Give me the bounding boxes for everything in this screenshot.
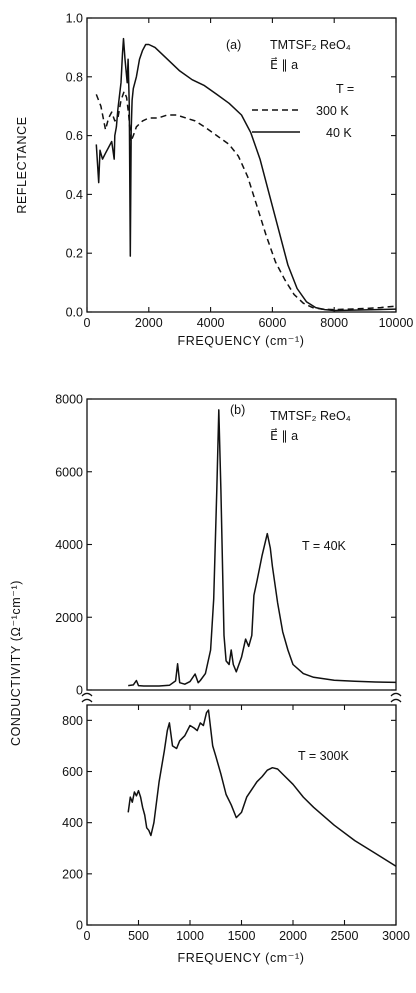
panel-a-compound: TMTSF₂ ReO₄ xyxy=(270,38,351,52)
panel-b-compound: TMTSF₂ ReO₄ xyxy=(270,409,351,423)
conductivity-300k-ytick-label: 800 xyxy=(62,714,83,728)
reflectance-ytick-label: 0.0 xyxy=(66,306,83,320)
reflectance-xtick-label: 8000 xyxy=(320,316,348,330)
conductivity-x-axis-label: FREQUENCY (cm⁻¹) xyxy=(177,951,304,965)
temperature-label-300k: T = 300K xyxy=(298,749,350,763)
legend: T = 300 K 40 K xyxy=(252,82,354,140)
reflectance-plot-frame xyxy=(86,17,397,313)
panel-b-label: (b) xyxy=(230,403,245,417)
reflectance-x-axis-label: FREQUENCY (cm⁻¹) xyxy=(177,334,304,348)
reflectance-panel: 0 2000 4000 6000 8000 10000 0.0 0.2 0.4 0.6 0.8 1.0… xyxy=(15,12,413,349)
conductivity-300k-line xyxy=(127,709,397,867)
reflectance-xtick-label: 2000 xyxy=(135,316,163,330)
series-300k-line xyxy=(95,90,397,311)
conductivity-300k-ytick-label: 600 xyxy=(62,765,83,779)
reflectance-xtick-label: 4000 xyxy=(197,316,225,330)
legend-label-40k: 40 K xyxy=(326,126,352,140)
legend-label-300k: 300 K xyxy=(316,104,349,118)
reflectance-ytick-label: 0.2 xyxy=(66,247,83,261)
temperature-label-40k: T = 40K xyxy=(302,539,347,553)
reflectance-series xyxy=(95,37,397,312)
panel-a-polarization: E⃗ ∥ a xyxy=(270,57,298,72)
conductivity-300k-xtick-label: 3000 xyxy=(382,929,410,943)
conductivity-300k-xtick-label: 0 xyxy=(84,929,91,943)
conductivity-40k-ytick-label: 8000 xyxy=(55,393,83,407)
conductivity-40k-line xyxy=(128,409,397,687)
axis-break-marks xyxy=(81,692,402,703)
reflectance-ytick-label: 0.6 xyxy=(66,129,83,143)
conductivity-series xyxy=(127,409,397,867)
panel-a-label: (a) xyxy=(226,38,241,52)
conductivity-upper-frame xyxy=(86,398,397,691)
conductivity-40k-ytick-label: 4000 xyxy=(55,538,83,552)
conductivity-300k-xtick-label: 2000 xyxy=(279,929,307,943)
reflectance-xtick-label: 10000 xyxy=(379,316,414,330)
reflectance-xtick-label: 6000 xyxy=(258,316,286,330)
conductivity-y-axis-label: CONDUCTIVITY (Ω⁻¹cm⁻¹) xyxy=(9,580,23,746)
conductivity-40k-ytick-label: 6000 xyxy=(55,465,83,479)
conductivity-300k-xtick-label: 500 xyxy=(128,929,149,943)
conductivity-300k-ytick-label: 200 xyxy=(62,867,83,881)
reflectance-ytick-label: 1.0 xyxy=(66,12,83,26)
reflectance-xtick-label: 0 xyxy=(84,316,91,330)
legend-title: T = xyxy=(336,82,354,96)
series-40k-line xyxy=(95,37,397,312)
conductivity-40k-ytick-label: 2000 xyxy=(55,611,83,625)
reflectance-ytick-label: 0.8 xyxy=(66,70,83,84)
conductivity-300k-xtick-label: 1000 xyxy=(176,929,204,943)
conductivity-300k-xtick-label: 2500 xyxy=(331,929,359,943)
reflectance-axis-ticks: 0 2000 4000 6000 8000 10000 0.0 0.2 0.4 0.6 0.8 1.0 xyxy=(66,12,414,331)
conductivity-300k-ytick-label: 0 xyxy=(76,919,83,933)
conductivity-lower-frame xyxy=(86,704,397,926)
conductivity-300k-xtick-label: 1500 xyxy=(228,929,256,943)
panel-b-polarization: E⃗ ∥ a xyxy=(270,428,298,443)
reflectance-ytick-label: 0.4 xyxy=(66,188,83,202)
conductivity-40k-ytick-label: 0 xyxy=(76,684,83,698)
reflectance-y-axis-label: REFLECTANCE xyxy=(15,116,29,213)
conductivity-300k-ytick-label: 400 xyxy=(62,816,83,830)
